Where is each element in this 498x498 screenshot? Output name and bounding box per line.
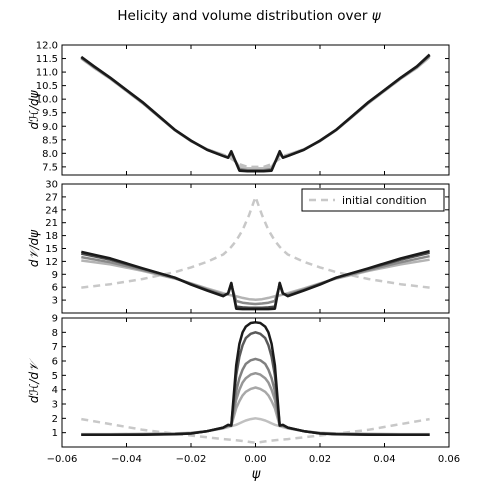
- x-tick-label: −0.04: [111, 454, 142, 465]
- y-tick-label: 6: [52, 357, 58, 368]
- y-tick-label: 30: [45, 180, 58, 191]
- series-line-1: [80, 56, 431, 170]
- legend-label: initial condition: [342, 194, 427, 207]
- y-tick-label: 10.0: [36, 95, 58, 106]
- series-line-4: [81, 357, 430, 436]
- y-tick-label: 7.5: [42, 162, 58, 173]
- helicity-panel: 7.5 8.0 8.5 9.0 9.5 10.0 10.5 11.0 11.5 12.0 dℋ/dψ: [27, 41, 450, 176]
- y-tick-label: 11.5: [36, 54, 58, 65]
- y-tick-label: 8.5: [42, 135, 58, 146]
- y-tick-label: 5: [52, 371, 58, 382]
- figure-title-text: Helicity and volume distribution over: [117, 8, 371, 24]
- y-tick-label: 12: [45, 257, 58, 268]
- y-tick-label: 4: [52, 385, 58, 396]
- y-tick-label: 24: [45, 205, 58, 216]
- y-axis-label: dℋ/d𝒱: [27, 358, 41, 403]
- legend-box: [301, 188, 445, 212]
- series-line-3: [81, 371, 430, 436]
- initial-condition-line: [80, 56, 431, 169]
- y-tick-label: 11.0: [36, 68, 58, 79]
- x-tick-label: 0.02: [309, 454, 331, 465]
- initial-condition-line: [81, 195, 430, 289]
- y-tick-label: 27: [45, 192, 58, 203]
- y-tick-label: 9.5: [42, 108, 58, 119]
- x-axis-label: ψ: [252, 467, 261, 482]
- series-line-4: [80, 53, 431, 173]
- x-tick-label: 0.00: [244, 454, 266, 465]
- y-tick-label: 15: [45, 244, 58, 255]
- y-tick-label: 9: [52, 270, 58, 281]
- y-tick-label: 6: [52, 283, 58, 294]
- y-tick-label: 9: [52, 314, 58, 325]
- y-axis-label: d𝒱/dψ: [27, 229, 41, 267]
- figure-title-symbol: ψ: [372, 8, 382, 24]
- y-tick-label: 21: [45, 218, 58, 229]
- y-tick-label: 10.5: [36, 81, 58, 92]
- y-tick-label: 2: [52, 414, 58, 425]
- axes-frame: [61, 317, 450, 448]
- series-line-3: [80, 54, 431, 173]
- panels: 7.5 8.0 8.5 9.0 9.5 10.0 10.5 11.0 11.5 12.0 dℋ/dψ…: [27, 41, 460, 466]
- ratio-panel: 1 2 3 4 5 6 7 8 9 −0.06 −0.04 −0.02 0.00 0.02 0.04 0.06…: [27, 314, 460, 466]
- y-tick-label: 8: [52, 328, 58, 339]
- x-tick-label: 0.06: [438, 454, 460, 465]
- y-tick-label: 18: [45, 231, 58, 242]
- series-line-1: [81, 417, 430, 436]
- x-tick-label: −0.06: [47, 454, 78, 465]
- y-tick-label: 8.0: [42, 149, 58, 160]
- x-tick-label: 0.04: [373, 454, 395, 465]
- y-tick-label: 3: [52, 296, 58, 307]
- y-tick-label: 1: [52, 428, 58, 439]
- y-axis-label: dℋ/dψ: [27, 89, 41, 129]
- x-tick-label: −0.02: [176, 454, 207, 465]
- series-line-6: [81, 321, 430, 437]
- y-tick-label: 7: [52, 342, 58, 353]
- legend: initial condition: [301, 188, 445, 212]
- axes-frame: [61, 44, 450, 176]
- series-line-2: [80, 54, 431, 172]
- y-tick-label: 9.0: [42, 122, 58, 133]
- figure-title: Helicity and volume distribution over ψ: [117, 8, 381, 24]
- y-tick-label: 3: [52, 400, 58, 411]
- y-tick-label: 12.0: [36, 41, 58, 52]
- initial-condition-line: [81, 417, 430, 444]
